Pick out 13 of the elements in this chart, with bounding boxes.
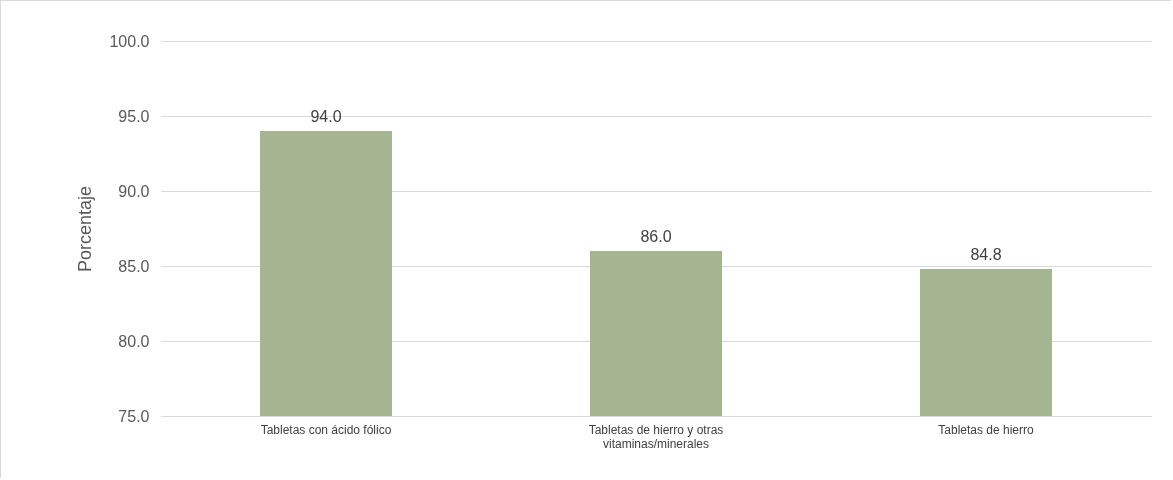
x-tick-label: Tabletas de hierro y otras vitaminas/minerales	[588, 422, 724, 451]
data-label: 94.0	[310, 108, 342, 125]
x-tick-label: Tabletas de hierro	[938, 422, 1035, 437]
data-label: 86.0	[640, 228, 672, 245]
y-tick-label: 80.0	[118, 332, 150, 350]
y-tick-label: 75.0	[118, 407, 150, 425]
data-label: 84.8	[970, 246, 1002, 263]
y-tick-label: 85.0	[118, 257, 150, 275]
y-tick-label: 95.0	[118, 107, 150, 125]
y-axis-title: Porcentaje	[75, 185, 96, 273]
x-tick-label: Tabletas con ácido fólico	[260, 422, 392, 437]
y-tick-label: 100.0	[109, 32, 150, 50]
y-tick-label: 90.0	[118, 182, 150, 200]
